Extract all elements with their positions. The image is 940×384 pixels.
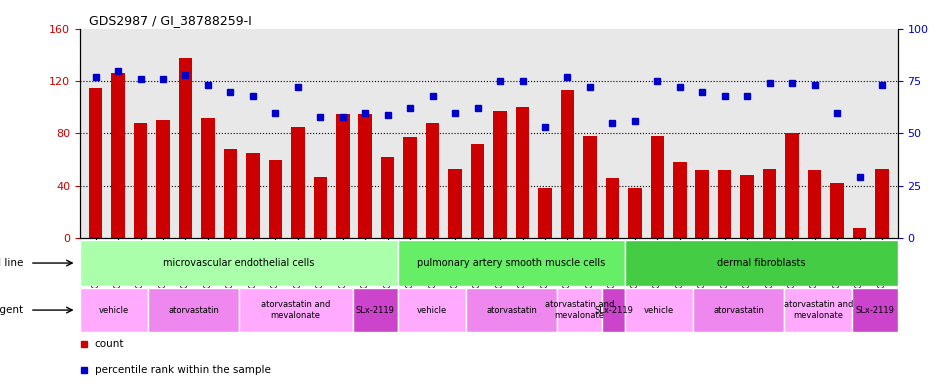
Bar: [149, 288, 239, 332]
Bar: [403, 137, 417, 238]
Bar: [763, 169, 776, 238]
Bar: [358, 114, 372, 238]
Text: SLx-2119: SLx-2119: [855, 306, 895, 314]
Bar: [605, 178, 619, 238]
Bar: [625, 288, 693, 332]
Text: SLx-2119: SLx-2119: [355, 306, 395, 314]
Text: percentile rank within the sample: percentile rank within the sample: [95, 365, 271, 375]
Bar: [269, 160, 282, 238]
Bar: [448, 169, 462, 238]
Bar: [785, 133, 799, 238]
Bar: [560, 90, 574, 238]
Bar: [466, 288, 556, 332]
Text: vehicle: vehicle: [416, 306, 447, 314]
Bar: [291, 127, 305, 238]
Bar: [693, 288, 784, 332]
Text: dermal fibroblasts: dermal fibroblasts: [717, 258, 806, 268]
Text: vehicle: vehicle: [99, 306, 129, 314]
Bar: [539, 189, 552, 238]
Text: SLx-2119: SLx-2119: [594, 306, 634, 314]
Text: cell line: cell line: [0, 258, 24, 268]
Text: microvascular endothelial cells: microvascular endothelial cells: [164, 258, 315, 268]
Bar: [201, 118, 214, 238]
Bar: [89, 88, 102, 238]
Bar: [80, 288, 149, 332]
Bar: [784, 288, 853, 332]
Bar: [80, 240, 398, 286]
Text: count: count: [95, 339, 124, 349]
Bar: [336, 114, 350, 238]
Bar: [741, 175, 754, 238]
Text: atorvastatin and
mevalonate: atorvastatin and mevalonate: [784, 300, 853, 320]
Bar: [853, 228, 867, 238]
Bar: [398, 288, 466, 332]
Bar: [875, 169, 888, 238]
Text: vehicle: vehicle: [644, 306, 674, 314]
Bar: [494, 111, 507, 238]
Bar: [133, 123, 148, 238]
Bar: [673, 162, 686, 238]
Text: agent: agent: [0, 305, 24, 315]
Bar: [718, 170, 731, 238]
Bar: [179, 58, 193, 238]
Text: atorvastatin: atorvastatin: [168, 306, 219, 314]
Bar: [426, 123, 439, 238]
Bar: [246, 153, 259, 238]
Bar: [398, 240, 625, 286]
Bar: [853, 288, 898, 332]
Bar: [156, 120, 170, 238]
Bar: [583, 136, 597, 238]
Bar: [239, 288, 352, 332]
Text: atorvastatin and
mevalonate: atorvastatin and mevalonate: [545, 300, 615, 320]
Bar: [224, 149, 237, 238]
Bar: [696, 170, 709, 238]
Text: pulmonary artery smooth muscle cells: pulmonary artery smooth muscle cells: [417, 258, 605, 268]
Bar: [625, 240, 898, 286]
Bar: [516, 107, 529, 238]
Bar: [352, 288, 398, 332]
Bar: [471, 144, 484, 238]
Bar: [556, 288, 603, 332]
Text: atorvastatin: atorvastatin: [713, 306, 764, 314]
Text: atorvastatin: atorvastatin: [486, 306, 537, 314]
Bar: [111, 73, 125, 238]
Bar: [628, 189, 642, 238]
Bar: [603, 288, 625, 332]
Bar: [650, 136, 664, 238]
Bar: [381, 157, 395, 238]
Bar: [314, 177, 327, 238]
Text: GDS2987 / GI_38788259-I: GDS2987 / GI_38788259-I: [89, 14, 252, 27]
Bar: [830, 183, 844, 238]
Text: atorvastatin and
mevalonate: atorvastatin and mevalonate: [261, 300, 330, 320]
Bar: [807, 170, 822, 238]
